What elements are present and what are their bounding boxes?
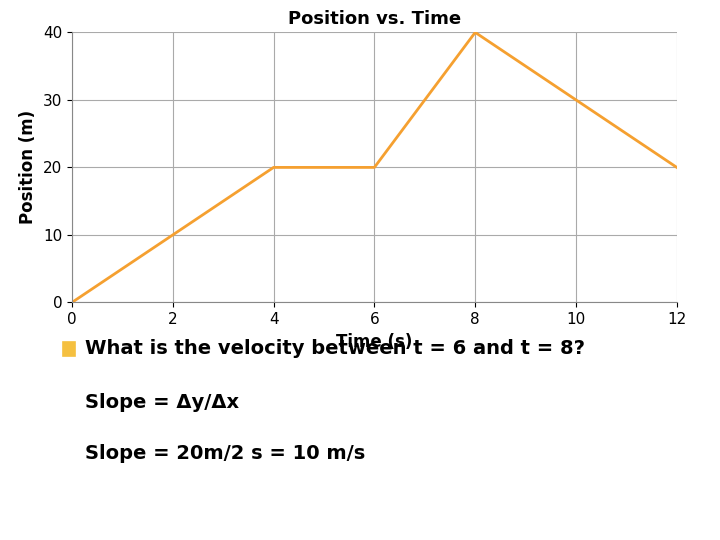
Text: Slope = Δy/Δx: Slope = Δy/Δx [85, 393, 239, 412]
X-axis label: Time (s): Time (s) [336, 333, 413, 350]
Text: What is the velocity between t = 6 and t = 8?: What is the velocity between t = 6 and t… [85, 339, 585, 358]
Y-axis label: Position (m): Position (m) [19, 110, 37, 225]
Title: Position vs. Time: Position vs. Time [288, 10, 461, 28]
Text: Slope = 20m/2 s = 10 m/s: Slope = 20m/2 s = 10 m/s [85, 444, 365, 463]
FancyBboxPatch shape [63, 342, 76, 356]
